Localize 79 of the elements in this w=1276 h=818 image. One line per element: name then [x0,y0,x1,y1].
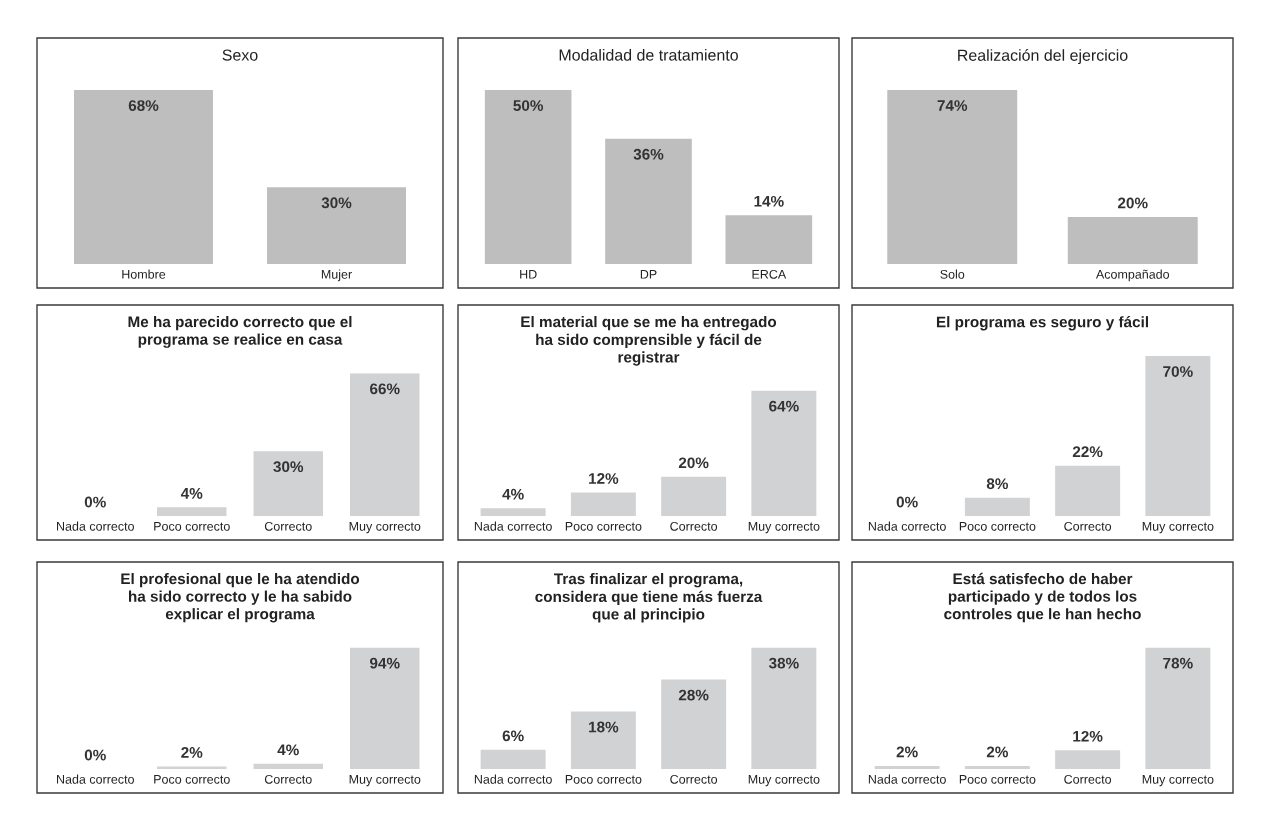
x-tick-label: Nada correcto [57,521,134,531]
data-label: 64% [769,400,799,412]
x-tick-label: Nada correcto [57,774,134,784]
x-tick-label: Nada correcto [474,521,552,531]
chart-title: Me ha parecido correcto que el programa se realice en casa [128,316,352,348]
x-tick-label: Hombre [122,269,166,279]
data-label: 4% [180,488,203,499]
x-tick-label: Solo [940,269,965,279]
data-label: 0% [84,749,106,761]
bar [570,711,636,769]
x-tick-label: Correcto [670,774,718,784]
x-tick-label: Nada correcto [868,774,946,784]
chart-title: El profesional que le ha atendido ha sido correcto y le ha sabido explicar el programa [121,573,360,623]
data-label: 2% [896,746,918,758]
chart-title: El material que se me ha entregado ha sido comprensible y fácil de registrar [521,316,777,366]
bar [570,492,636,516]
data-label: 68% [128,100,159,111]
data-label: 22% [1072,446,1103,458]
x-tick-label: Acompañado [1095,269,1170,282]
data-label: 12% [589,473,619,484]
chart-title: El programa es seguro y fácil [936,316,1148,331]
x-tick-label: Muy correcto [748,775,820,787]
x-tick-label: Mujer [321,269,352,282]
data-label: 4% [277,744,299,756]
data-label: 28% [678,689,709,701]
x-tick-label: ERCA [752,269,787,279]
x-tick-label: Nada correcto [868,521,946,531]
x-tick-label: Muy correcto [1142,522,1214,534]
data-label: 2% [986,746,1009,758]
x-tick-label: Correcto [264,521,312,531]
data-label: 70% [1163,366,1193,377]
chart-title: Está satisfecho de haber participado y de todos los controles que le han hecho [944,572,1141,623]
x-tick-label: Nada correcto [474,774,552,784]
data-label: 74% [937,100,968,111]
data-label: 20% [1117,197,1148,209]
x-tick-label: Correcto [1064,521,1112,531]
x-tick-label: Muy correcto [748,522,820,534]
data-label: 8% [986,478,1009,490]
data-label: 78% [1163,657,1193,669]
data-label: 2% [181,747,203,758]
data-label: 36% [633,148,664,160]
data-label: 18% [589,721,619,733]
bar [661,476,727,516]
data-label: 94% [369,657,400,669]
data-label: 66% [370,383,400,395]
data-label: 20% [678,457,709,469]
chart-title: Tras finalizar el programa, considera que tiene más fuerza que al principio [535,573,763,623]
chart-title: Modalidad de tratamiento [559,49,738,61]
bar [661,679,727,769]
data-label: 14% [754,195,784,207]
x-tick-label: Muy correcto [1142,775,1214,787]
data-label: 50% [513,100,544,111]
data-label: 38% [768,657,799,669]
data-label: 0% [896,496,918,508]
chart-title: Sexo [222,49,258,61]
data-label: 12% [1073,730,1103,742]
bar [751,647,817,769]
x-tick-label: Correcto [670,521,718,531]
data-label: 30% [321,197,352,209]
x-tick-label: Muy correcto [349,775,421,787]
data-label: 0% [84,496,106,508]
data-label: 4% [502,488,524,500]
bar [751,390,817,516]
x-tick-label: Muy correcto [349,522,421,534]
x-tick-label: Poco correcto [154,775,230,784]
data-label: 6% [502,730,524,742]
x-tick-label: HD [520,270,537,279]
x-tick-label: DP [640,270,657,279]
data-label: 30% [273,461,304,473]
chart-title: Realización del ejercicio [958,49,1128,65]
x-tick-label: Correcto [264,774,312,784]
x-tick-label: Poco correcto [565,775,642,784]
bar [480,749,546,769]
bar [480,508,546,516]
x-tick-label: Correcto [1064,774,1112,784]
x-tick-label: Poco correcto [959,775,1036,784]
x-tick-label: Poco correcto [565,522,642,531]
x-tick-label: Poco correcto [959,522,1036,531]
x-tick-label: Poco correcto [154,522,230,531]
